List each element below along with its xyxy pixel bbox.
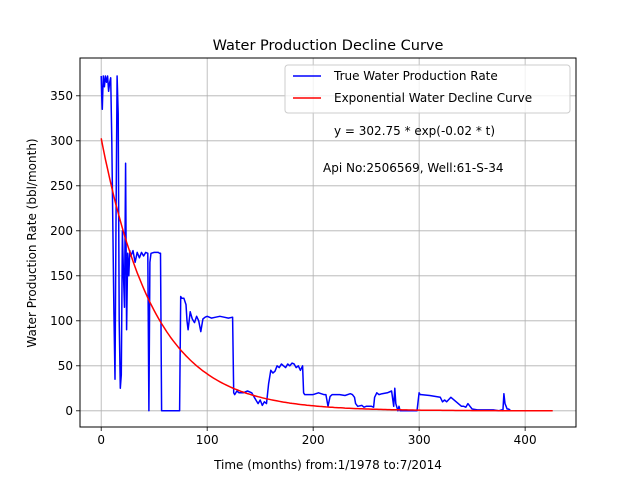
y-axis-label: Water Production Rate (bbl/month) (25, 138, 39, 347)
y-tick-label: 100 (50, 314, 73, 328)
legend: True Water Production Rate Exponential W… (284, 64, 571, 114)
x-tick-label: 400 (514, 433, 537, 447)
legend-box (284, 64, 571, 114)
y-tick-label: 150 (50, 269, 73, 283)
y-tick-label: 200 (50, 224, 73, 238)
y-tick-label: 0 (65, 404, 73, 418)
y-tick-label: 250 (50, 179, 73, 193)
legend-label-true-rate: True Water Production Rate (333, 69, 498, 83)
x-axis: 0 100 200 300 400 (97, 427, 537, 447)
x-tick-label: 100 (196, 433, 219, 447)
series-layer (100, 75, 553, 412)
equation-annotation: y = 302.75 * exp(-0.02 * t) (334, 124, 495, 138)
well-annotation: Api No:2506569, Well:61-S-34 (323, 161, 503, 175)
legend-label-decline-curve: Exponential Water Decline Curve (334, 91, 532, 105)
y-tick-label: 300 (50, 134, 73, 148)
series-exponential-water-decline-curve (100, 138, 553, 412)
y-axis: 0 50 100 150 200 250 300 350 (50, 89, 80, 418)
x-axis-label: Time (months) from:1/1978 to:7/2014 (213, 458, 442, 472)
x-tick-label: 300 (408, 433, 431, 447)
chart-title: Water Production Decline Curve (213, 38, 444, 54)
x-tick-label: 200 (302, 433, 325, 447)
y-tick-label: 50 (58, 359, 73, 373)
series-true-water-production-rate (100, 75, 511, 412)
y-tick-label: 350 (50, 89, 73, 103)
plot-frame (79, 57, 577, 428)
x-tick-label: 0 (97, 433, 105, 447)
grid (80, 58, 576, 427)
